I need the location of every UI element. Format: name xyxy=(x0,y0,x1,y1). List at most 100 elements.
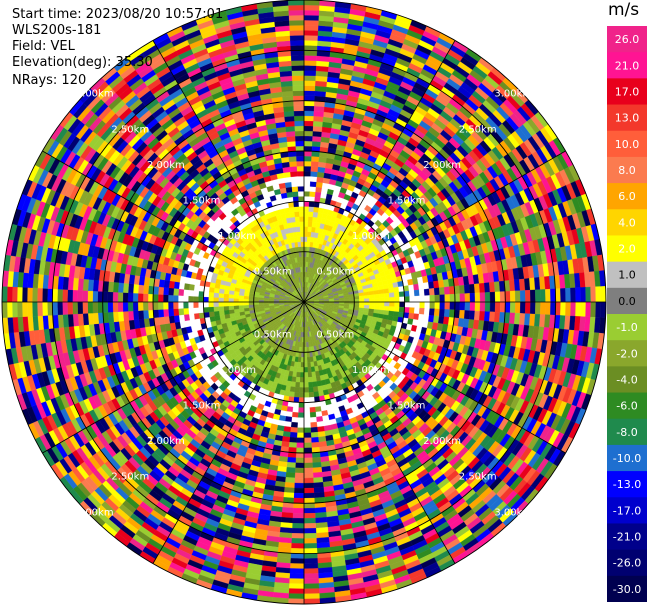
range-gate xyxy=(303,191,310,197)
range-gate xyxy=(298,397,305,403)
range-gate xyxy=(303,593,320,600)
range-gate xyxy=(434,294,441,303)
range-gate xyxy=(307,366,312,373)
range-gate xyxy=(389,301,395,307)
range-gate xyxy=(292,517,305,524)
range-gate xyxy=(414,301,420,309)
range-gate xyxy=(359,301,365,306)
range-gate xyxy=(303,170,311,177)
range-gate xyxy=(303,100,315,107)
range-gate xyxy=(409,301,415,308)
range-gate xyxy=(348,296,355,300)
range-gate xyxy=(308,206,315,213)
range-gate xyxy=(530,289,536,303)
range-gate xyxy=(303,65,317,71)
range-gate xyxy=(565,287,571,303)
range-gate xyxy=(479,311,486,322)
range-gate xyxy=(288,588,305,595)
range-gate xyxy=(388,306,395,312)
range-gate xyxy=(315,416,324,423)
range-gate xyxy=(504,301,511,313)
range-gate xyxy=(288,583,305,590)
range-gate xyxy=(509,290,516,303)
range-gate xyxy=(293,492,305,499)
range-gate xyxy=(283,426,291,433)
range-gate xyxy=(378,293,385,299)
range-gate xyxy=(364,301,370,306)
range-gate xyxy=(303,246,308,252)
range-gate xyxy=(303,452,313,459)
range-gate xyxy=(413,289,420,297)
range-gate xyxy=(379,301,385,307)
range-gate xyxy=(312,472,323,479)
range-gate xyxy=(373,290,380,295)
range-gate xyxy=(393,286,400,293)
range-gate xyxy=(310,161,319,167)
range-gate xyxy=(300,367,305,373)
range-gate xyxy=(294,482,305,489)
range-gate xyxy=(286,462,296,469)
range-gate xyxy=(484,311,491,322)
range-gate xyxy=(535,301,541,315)
range-gate xyxy=(292,406,299,413)
range-gate xyxy=(494,291,501,303)
range-gate xyxy=(310,426,318,433)
range-gate xyxy=(560,288,566,303)
range-gate xyxy=(363,295,370,299)
range-gate xyxy=(454,293,461,303)
range-gate xyxy=(284,421,292,428)
range-gate xyxy=(525,301,531,315)
range-gate xyxy=(424,301,430,309)
range-gate xyxy=(289,563,305,569)
range-gate xyxy=(469,310,476,321)
range-gate xyxy=(353,296,360,300)
range-gate xyxy=(316,421,324,428)
range-gate xyxy=(303,14,320,21)
range-gate xyxy=(434,301,441,310)
range-gate xyxy=(317,426,325,433)
range-gate xyxy=(303,553,318,559)
range-gate xyxy=(303,241,308,247)
range-gate xyxy=(310,431,319,438)
range-gate xyxy=(303,231,308,237)
range-gate xyxy=(297,422,305,428)
range-gate xyxy=(303,462,313,469)
range-gate xyxy=(303,145,313,152)
range-gate xyxy=(303,467,314,474)
range-gate xyxy=(383,288,390,294)
range-gate xyxy=(312,125,323,132)
range-gate xyxy=(303,502,315,509)
range-gate xyxy=(300,362,305,368)
range-gate xyxy=(290,421,298,428)
range-gate xyxy=(444,294,451,303)
range-gate xyxy=(474,301,481,312)
range-gate xyxy=(469,292,476,303)
range-gate xyxy=(464,301,471,311)
range-gate xyxy=(291,528,305,534)
range-gate xyxy=(303,598,320,605)
range-gate xyxy=(303,30,319,36)
range-gate xyxy=(414,295,420,303)
range-gate xyxy=(291,533,305,539)
range-gate xyxy=(404,296,410,303)
range-gate xyxy=(303,165,312,172)
range-gate xyxy=(369,301,375,306)
range-gate xyxy=(292,507,305,514)
range-gate xyxy=(535,289,541,303)
range-gate xyxy=(303,186,311,192)
range-gate xyxy=(429,295,436,303)
range-gate xyxy=(413,313,420,321)
range-gate xyxy=(580,301,587,317)
range-gate xyxy=(291,411,299,418)
range-gate xyxy=(454,301,461,311)
range-gate xyxy=(389,297,395,303)
range-gate xyxy=(307,371,313,378)
range-gate xyxy=(399,301,405,308)
range-gate xyxy=(429,301,436,309)
range-gate xyxy=(439,294,446,303)
range-gate xyxy=(519,290,526,303)
range-gate xyxy=(303,120,314,127)
range-gate xyxy=(303,160,312,167)
range-gate xyxy=(418,307,425,315)
range-gate xyxy=(303,497,315,504)
